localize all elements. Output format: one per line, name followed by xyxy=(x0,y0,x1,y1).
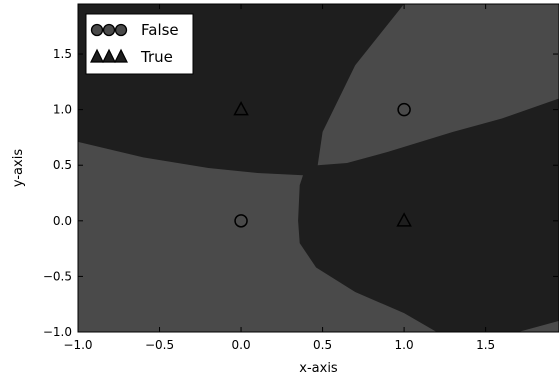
axis-ticks xyxy=(77,4,558,333)
legend-marker-false xyxy=(90,23,128,37)
x-tick-label: 0.0 xyxy=(232,338,251,352)
y-tick-label: −0.5 xyxy=(43,269,72,283)
point-false-1 xyxy=(397,102,411,117)
decision-region-false-upper xyxy=(317,4,559,166)
legend-circle-marker xyxy=(114,23,128,37)
point-false-0 xyxy=(234,214,248,228)
y-tick-label: −1.0 xyxy=(43,325,72,339)
y-axis-label: y-axis xyxy=(11,149,26,187)
x-tick-label: −1.0 xyxy=(63,338,92,352)
decision-region-false-left xyxy=(78,141,437,332)
legend-label-true: True xyxy=(140,48,173,66)
plot-frame xyxy=(77,3,559,333)
x-axis-label: x-axis xyxy=(299,361,338,376)
plot-area xyxy=(78,4,559,332)
decision-region-false-lower xyxy=(518,320,559,332)
y-tick-label: 1.5 xyxy=(53,47,72,61)
y-tick-label: 0.0 xyxy=(53,214,72,228)
x-tick-label: 0.5 xyxy=(313,338,332,352)
legend-box xyxy=(85,13,194,75)
tick-labels: −1.0 −0.5 0.0 0.5 1.0 1.5 −1.0 −0.5 0.0 0.5 1.0 1.5 xyxy=(43,47,495,352)
x-tick-label: 1.5 xyxy=(476,338,495,352)
legend-circle-marker xyxy=(90,23,104,37)
legend-triangle-marker xyxy=(114,48,128,63)
legend-triangle-marker xyxy=(102,48,116,63)
point-true-1 xyxy=(396,212,412,227)
legend-triangle-marker xyxy=(90,48,104,63)
x-tick-label: 1.0 xyxy=(395,338,414,352)
legend: False True xyxy=(85,13,194,75)
legend-label-false: False xyxy=(141,21,179,39)
point-true-0 xyxy=(233,101,249,116)
y-tick-label: 0.5 xyxy=(53,158,72,172)
legend-marker-true xyxy=(90,48,128,63)
x-tick-label: −0.5 xyxy=(145,338,174,352)
legend-circle-marker xyxy=(102,23,116,37)
y-tick-label: 1.0 xyxy=(53,103,72,117)
data-points xyxy=(233,101,412,228)
